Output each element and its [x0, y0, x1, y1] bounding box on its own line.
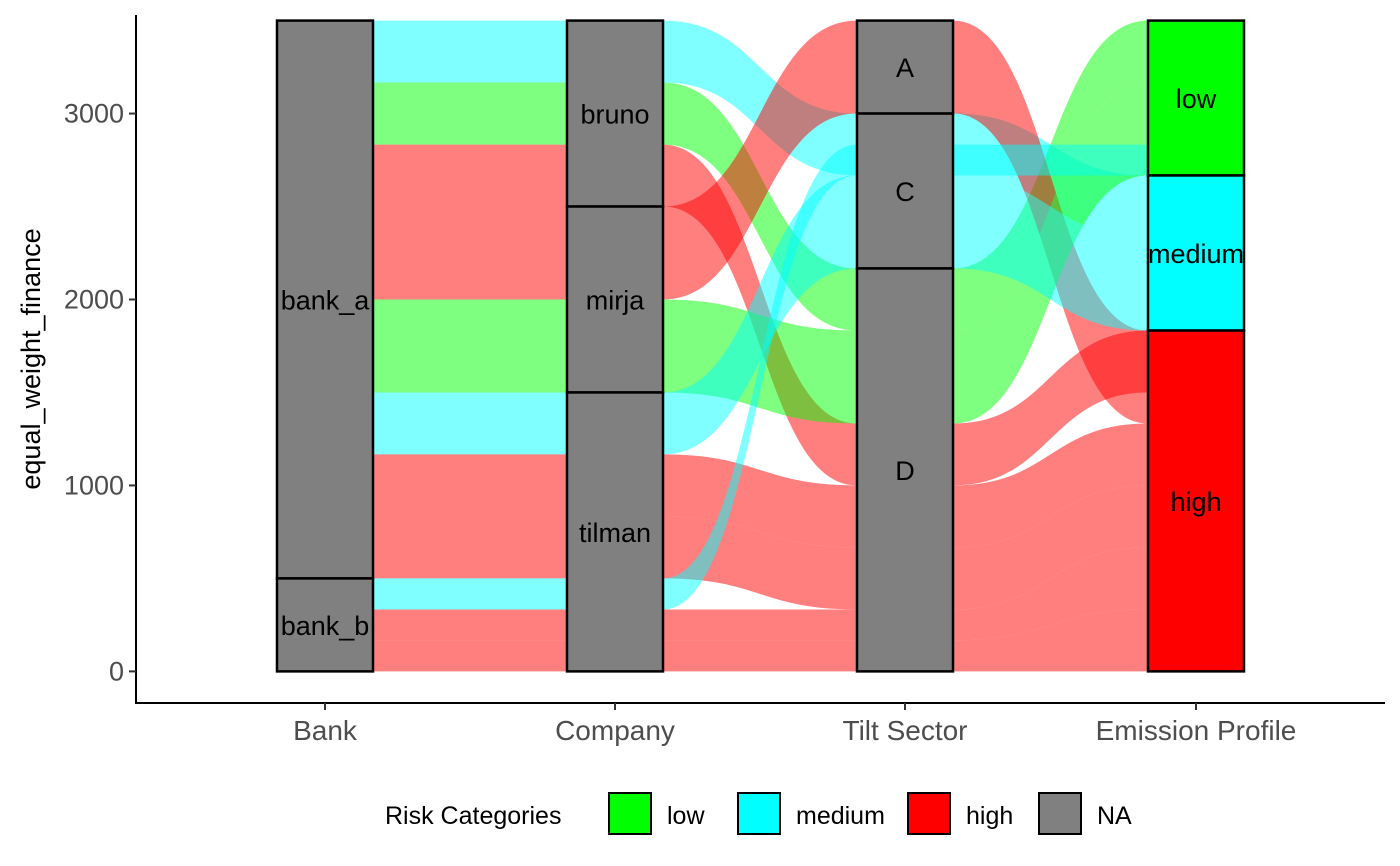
stratum-label: medium [1148, 239, 1244, 269]
flow-low [373, 299, 567, 393]
x-tick-label: Bank [293, 715, 358, 746]
flow-high [663, 609, 857, 641]
flow-high [953, 485, 1148, 610]
axes-layer: 0 1000 2000 3000 Bank Company Tilt Sector Emiss… [64, 15, 1385, 746]
x-tick-label: Company [555, 715, 675, 746]
stratum-D [855, 267, 955, 673]
stratum-bank_b [275, 577, 375, 673]
stratum-tilman [565, 391, 665, 673]
legend: Risk Categories low medium high NA [385, 792, 1132, 835]
stratum-label: C [895, 177, 915, 207]
legend-label: high [966, 802, 1013, 830]
stratum-bruno [565, 19, 665, 208]
flow-high [373, 206, 567, 300]
x-tick-label: Tilt Sector [843, 715, 968, 746]
stratum-label: bruno [580, 100, 649, 130]
flow-medium [373, 392, 567, 455]
y-axis-title: equal_weight_finance [16, 228, 46, 489]
flow-medium [953, 144, 1148, 176]
stratum-label: D [895, 456, 915, 486]
stratum-label: mirja [586, 285, 645, 315]
flow-medium [663, 175, 857, 455]
legend-label: medium [796, 802, 885, 830]
stratum-high [1146, 329, 1246, 673]
legend-label: NA [1097, 802, 1132, 830]
flow-low [373, 82, 567, 145]
stratum-low [1146, 19, 1246, 177]
y-tick-label: 3000 [64, 99, 124, 129]
stratum-mirja [565, 205, 665, 394]
flow-high [373, 516, 567, 579]
stratum-label: bank_b [281, 611, 370, 641]
flow-medium [663, 144, 857, 610]
flow-medium [373, 20, 567, 83]
stratum-bank_a [275, 19, 375, 580]
flow-high [663, 20, 857, 300]
flow-high [373, 454, 567, 517]
flow-medium [373, 578, 567, 610]
flow-high [953, 609, 1148, 672]
flow-high [373, 144, 567, 207]
flow-medium [663, 20, 857, 176]
stratum-label: bank_a [281, 285, 371, 315]
stratum-label: high [1170, 487, 1221, 517]
legend-title: Risk Categories [385, 802, 561, 830]
legend-key-NA [1038, 792, 1082, 835]
flows-layer [373, 20, 1148, 672]
flow-high [663, 640, 857, 672]
stratum-label: low [1176, 84, 1217, 114]
flow-high [373, 640, 567, 672]
x-tick-label: Emission Profile [1096, 715, 1297, 746]
legend-key-medium [737, 792, 781, 835]
legend-key-low [608, 792, 652, 835]
flow-high [953, 423, 1148, 548]
stratum-label: tilman [579, 518, 651, 548]
flow-high [663, 454, 857, 548]
flow-high [373, 609, 567, 641]
flow-high [953, 547, 1148, 641]
stratum-label: A [896, 53, 914, 83]
stratum-C [855, 112, 955, 270]
flow-medium [953, 175, 1148, 331]
legend-key-high [907, 792, 951, 835]
stratum-medium [1146, 174, 1246, 332]
y-tick-label: 0 [109, 656, 124, 686]
legend-label: low [667, 802, 705, 830]
y-tick-label: 2000 [64, 284, 124, 314]
y-tick-label: 1000 [64, 470, 124, 500]
